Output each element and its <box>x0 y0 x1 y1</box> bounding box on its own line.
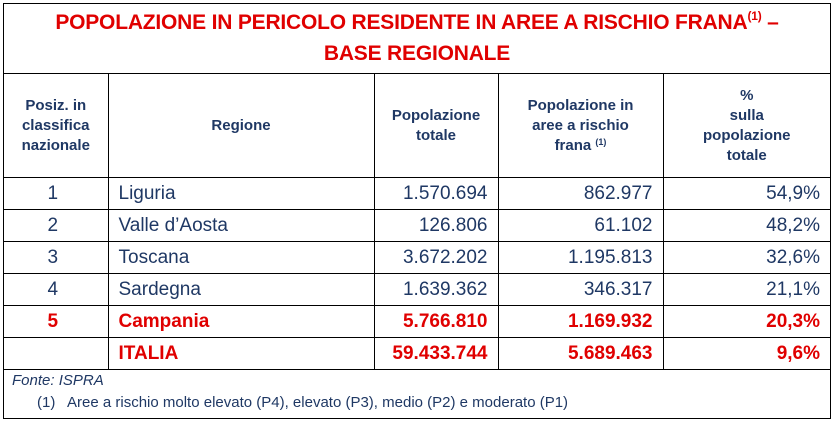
cell-percentage: 48,2% <box>662 209 830 242</box>
table-row: 2 Valle d’Aosta 126.806 61.102 48,2% <box>4 209 830 242</box>
cell-risk: 5.689.463 <box>497 337 664 370</box>
table-row: 1 Liguria 1.570.694 862.977 54,9% <box>4 177 830 210</box>
cell-total: 126.806 <box>373 209 499 242</box>
cell-total: 3.672.202 <box>373 241 499 274</box>
cell-risk: 862.977 <box>497 177 664 210</box>
cell-percentage: 32,6% <box>662 241 830 274</box>
cell-position: 3 <box>4 241 109 274</box>
header-risk-population: Popolazione in aree a rischio frana (1) <box>497 74 664 178</box>
cell-risk: 61.102 <box>497 209 664 242</box>
title-footnote-ref: (1) <box>747 9 762 23</box>
population-table: Posiz. in classifica nazionale Regione Pop… <box>4 74 830 370</box>
cell-percentage: 54,9% <box>662 177 830 210</box>
cell-region: Sardegna <box>107 273 375 306</box>
cell-total: 1.570.694 <box>373 177 499 210</box>
table-row: 4 Sardegna 1.639.362 346.317 21,1% <box>4 273 830 306</box>
header-total-population: Popolazione totale <box>373 74 499 178</box>
table-row: 3 Toscana 3.672.202 1.195.813 32,6% <box>4 241 830 274</box>
table-footer: Fonte: ISPRA (1) Aree a rischio molto ele… <box>4 370 830 414</box>
cell-percentage: 20,3% <box>662 305 830 338</box>
cell-region: Valle d’Aosta <box>107 209 375 242</box>
cell-region: Liguria <box>107 177 375 210</box>
cell-position: 4 <box>4 273 109 306</box>
header-row: Posiz. in classifica nazionale Regione Pop… <box>4 74 830 178</box>
table-title: POPOLAZIONE IN PERICOLO RESIDENTE IN ARE… <box>4 4 830 74</box>
cell-risk: 346.317 <box>497 273 664 306</box>
title-line-2: BASE REGIONALE <box>323 42 511 65</box>
header-position: Posiz. in classifica nazionale <box>4 74 109 178</box>
title-line-1: POPOLAZIONE IN PERICOLO RESIDENTE IN ARE… <box>55 11 748 34</box>
cell-percentage: 21,1% <box>662 273 830 306</box>
cell-region: Toscana <box>107 241 375 274</box>
cell-risk: 1.169.932 <box>497 305 664 338</box>
cell-position: 5 <box>4 305 109 338</box>
cell-region: ITALIA <box>107 337 375 370</box>
data-table-frame: POPOLAZIONE IN PERICOLO RESIDENTE IN ARE… <box>3 3 831 419</box>
cell-total: 5.766.810 <box>373 305 499 338</box>
footnote-text: Aree a rischio molto elevato (P4), eleva… <box>67 394 569 411</box>
cell-risk: 1.195.813 <box>497 241 664 274</box>
cell-region: Campania <box>107 305 375 338</box>
title-dash: – <box>761 11 779 34</box>
table-row-total: ITALIA 59.433.744 5.689.463 9,6% <box>4 337 830 370</box>
cell-position: 1 <box>4 177 109 210</box>
cell-total: 59.433.744 <box>373 337 499 370</box>
footnote: (1) Aree a rischio molto elevato (P4), el… <box>12 392 830 414</box>
cell-percentage: 9,6% <box>662 337 830 370</box>
header-percentage: % sulla popolazione totale <box>662 74 830 178</box>
footnote-number: (1) <box>37 394 56 411</box>
cell-total: 1.639.362 <box>373 273 499 306</box>
table-row-highlighted: 5 Campania 5.766.810 1.169.932 20,3% <box>4 305 830 338</box>
cell-position: 2 <box>4 209 109 242</box>
header-region: Regione <box>107 74 375 178</box>
source-note: Fonte: ISPRA <box>12 372 104 389</box>
cell-position <box>4 337 109 370</box>
